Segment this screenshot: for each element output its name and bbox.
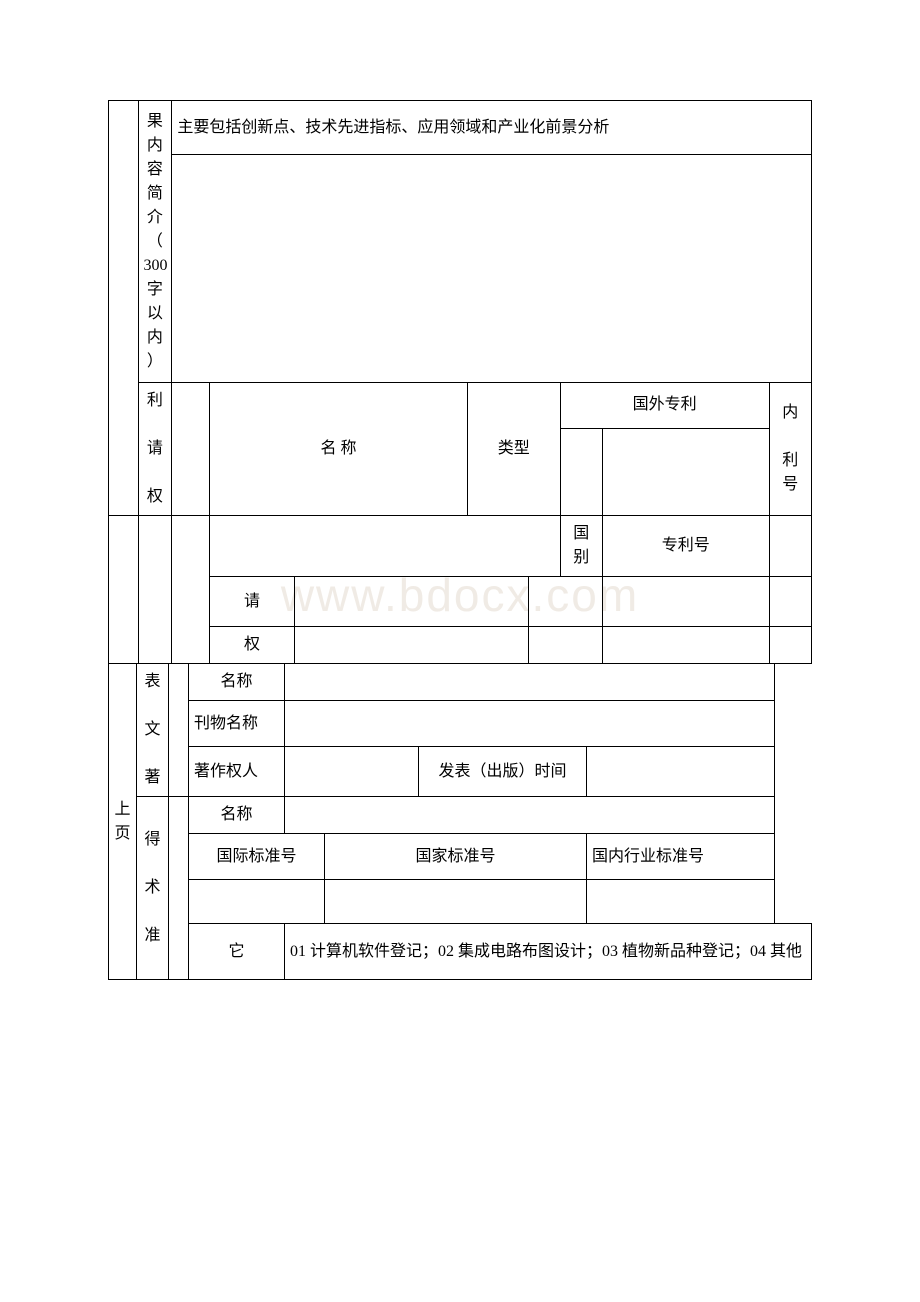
a-pub-val[interactable] [285,701,775,747]
b-intl-val[interactable] [189,880,325,924]
group-c-label: 它 [189,924,285,980]
a-pubtime-val[interactable] [587,747,775,797]
b-name-label: 名称 [189,797,285,834]
a-name-val[interactable] [285,664,775,701]
filler-right [769,516,811,577]
foreign-patent-cell-2[interactable] [602,428,769,515]
summary-body[interactable] [172,155,812,383]
sub-req-val-3[interactable] [602,577,769,627]
summary-row-label [109,101,139,516]
filler-left-1 [109,516,139,664]
a-author-label: 著作权人 [189,747,285,797]
group-a-idx [169,664,189,797]
filler-left-2 [138,516,172,664]
b-natl-label: 国家标准号 [325,834,587,880]
c-text: 01 计算机软件登记；02 集成电路布图设计；03 植物新品种登记；04 其他 [285,924,812,980]
group-b-label: 得 术 准 [137,797,169,980]
group-b-idx [169,797,189,980]
country-label: 国别 [560,516,602,577]
b-name-val[interactable] [285,797,775,834]
filler-left-3 [172,516,210,664]
sub-req-label: 请 [210,577,294,627]
group-a-label: 表 文 著 [137,664,169,797]
form-table: 果内容简介 （300字以内） 主要包括创新点、技术先进指标、应用领域和产业化前景… [108,100,812,516]
sub-req-val-1[interactable] [294,577,528,627]
patent-inner-col: 内 利号 [769,383,811,516]
patent-no-label: 专利号 [602,516,769,577]
a-author-val[interactable] [285,747,419,797]
patent-type-header: 类型 [467,383,560,516]
form-table-cont2: 上页 表 文 著 名称 刊物名称 著作权人 发表（出版）时间 得 术 [108,663,812,980]
sub-req-val-4[interactable] [769,577,811,627]
summary-header: 主要包括创新点、技术先进指标、应用领域和产业化前景分析 [172,101,812,155]
sub-right-label: 权 [210,627,294,664]
b-intl-label: 国际标准号 [189,834,325,880]
b-ind-label: 国内行业标准号 [587,834,775,880]
sub-right-val-4[interactable] [769,627,811,664]
patent-name-header: 名 称 [210,383,467,516]
b-natl-val[interactable] [325,880,587,924]
sub-right-val-3[interactable] [602,627,769,664]
sub-req-val-2[interactable] [528,577,602,627]
b-ind-val[interactable] [587,880,775,924]
foreign-patent-label: 国外专利 [560,383,769,429]
sub-right-val-1[interactable] [294,627,528,664]
sub-right-val-2[interactable] [528,627,602,664]
page-marker: 上页 [109,664,137,980]
summary-row-label-2: 果内容简介 （300字以内） [138,101,172,383]
foreign-patent-cell-1[interactable] [560,428,602,515]
filler-span [210,516,560,577]
a-pubtime-label: 发表（出版）时间 [419,747,587,797]
form-table-cont1: 国别 专利号 请 权 [108,515,812,664]
a-pub-label: 刊物名称 [189,701,285,747]
patent-idx-col [172,383,210,516]
patent-row-label: 利 请 权 [138,383,172,516]
a-name-label: 名称 [189,664,285,701]
